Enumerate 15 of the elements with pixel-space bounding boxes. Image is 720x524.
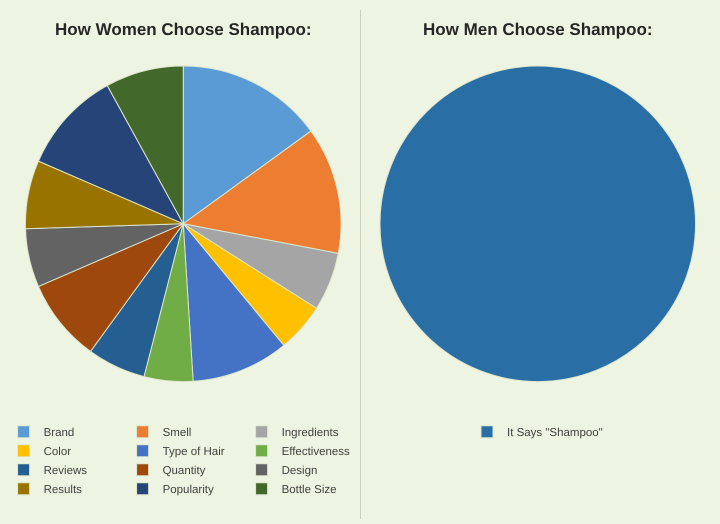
legend-label: Results [44,484,82,496]
chart-title: How Women Choose Shampoo: [55,20,312,39]
legend-label: Ingredients [282,427,339,440]
legend-label: Reviews [44,465,88,478]
chart-title: How Men Choose Shampoo: [423,20,652,39]
legend-label: Design [282,465,318,478]
legend-label: Type of Hair [162,446,225,458]
legend-label: It Says "Shampoo" [507,427,603,440]
legend-label: Smell [162,427,192,440]
legend-label: Brand [44,427,74,440]
legend-label: Quantity [162,465,206,478]
legend-label: Popularity [162,484,214,496]
legend-label: Bottle Size [282,484,337,496]
legend-label: Color [44,446,72,458]
legend-label: Effectiveness [282,446,350,458]
